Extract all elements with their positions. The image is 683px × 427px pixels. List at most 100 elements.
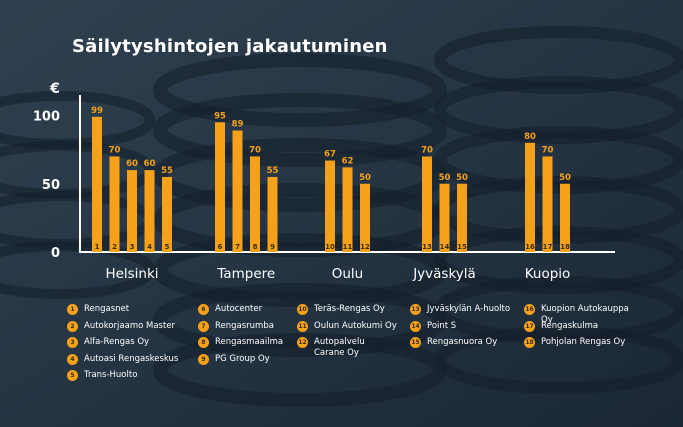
- bar-index-label: 4: [147, 243, 152, 251]
- y-tick-label: 50: [42, 178, 60, 193]
- bar: [457, 183, 467, 252]
- bar-value-label: 50: [359, 173, 371, 183]
- legend-label: Rengasnet: [84, 304, 130, 314]
- bar: [342, 167, 353, 252]
- bar-index-label: 18: [560, 243, 570, 251]
- legend-label: Alfa-Rengas Oy: [84, 337, 150, 347]
- y-axis-label: €: [49, 81, 60, 97]
- bar-value-label: 60: [144, 159, 156, 169]
- legend-label: Autokorjaamo Master: [84, 320, 176, 331]
- bar-value-label: 80: [524, 132, 536, 142]
- bar: [109, 156, 120, 252]
- legend-number-badge: 6: [198, 304, 209, 315]
- legend-number-badge: 17: [524, 320, 535, 332]
- bar: [360, 183, 370, 252]
- bar: [250, 156, 260, 252]
- legend-number-badge: 5: [67, 370, 78, 381]
- bar-value-label: 50: [456, 173, 468, 183]
- bar: [127, 170, 137, 252]
- bar-index-label: 13: [422, 243, 432, 251]
- bar: [525, 142, 535, 252]
- legend-label: Rengasmaailma: [215, 337, 284, 347]
- bar-value-label: 89: [232, 120, 244, 130]
- bar-index-label: 7: [235, 243, 240, 251]
- bar-index-label: 11: [343, 243, 353, 251]
- chart-title: Säilytyshintojen jakautuminen: [72, 36, 388, 57]
- bar-value-label: 70: [421, 145, 433, 155]
- bar-value-label: 70: [109, 145, 121, 155]
- bar: [92, 116, 102, 253]
- legend-label: Jyväskylän A-huolto: [427, 304, 511, 314]
- legend-number-badge: 10: [297, 304, 308, 315]
- legend-number-badge: 3: [67, 337, 78, 348]
- bar-value-label: 62: [342, 156, 354, 166]
- bar-index-label: 2: [112, 243, 117, 251]
- x-category-label: Jyväskylä: [412, 266, 476, 282]
- y-tick-label: 0: [51, 246, 60, 261]
- legend-number-badge: 9: [198, 353, 209, 365]
- bar-index-label: 16: [525, 243, 535, 251]
- legend-label: Teräs-Rengas Oy: [314, 304, 385, 314]
- bar-value-label: 55: [267, 166, 279, 176]
- bar-value-label: 95: [214, 111, 226, 121]
- legend-label: Autocenter: [215, 304, 263, 314]
- bar: [542, 156, 553, 252]
- bar: [422, 156, 432, 252]
- legend-label: PG Group Oy: [215, 353, 270, 364]
- legend-label: Autopalvelu Carane Oy: [314, 337, 365, 358]
- x-category-label: Oulu: [332, 266, 364, 282]
- legend-number-badge: 18: [524, 337, 535, 348]
- bar-index-label: 5: [165, 243, 170, 251]
- bar-value-label: 55: [161, 166, 173, 176]
- x-category-label: Kuopio: [525, 266, 571, 282]
- legend-number-badge: 15: [410, 337, 421, 348]
- legend-label: Autoasi Rengaskeskus: [84, 353, 179, 364]
- legend: 1 Rengasnet 2 Autokorjaamo Master 3 Alfa-Reng…: [67, 304, 667, 404]
- y-tick-label: 100: [33, 110, 60, 125]
- legend-number-badge: 16: [524, 304, 535, 315]
- legend-label: Point S: [427, 320, 457, 331]
- legend-number-badge: 4: [67, 353, 78, 365]
- bar: [232, 130, 243, 252]
- bar-index-label: 8: [253, 243, 258, 251]
- bar: [439, 183, 450, 252]
- legend-label: Rengaskulma: [541, 320, 599, 331]
- bar: [267, 176, 278, 252]
- legend-label: Rengasrumba: [215, 320, 274, 331]
- bar-index-label: 1: [95, 243, 100, 251]
- bar-value-label: 50: [559, 173, 571, 183]
- legend-label: Rengasnuora Oy: [427, 337, 498, 347]
- bar-index-label: 12: [360, 243, 370, 251]
- bar-value-label: 67: [324, 150, 336, 160]
- legend-number-badge: 14: [410, 320, 421, 332]
- bar-index-label: 15: [457, 243, 467, 251]
- legend-number-badge: 7: [198, 320, 209, 332]
- bar-index-label: 14: [440, 243, 450, 251]
- bar-index-label: 6: [218, 243, 223, 251]
- legend-number-badge: 11: [297, 320, 308, 332]
- legend-label: Trans-Huolto: [84, 370, 138, 380]
- legend-label: Kuopion Autokauppa Oy: [541, 304, 629, 325]
- legend-number-badge: 2: [67, 320, 78, 332]
- bar-value-label: 99: [91, 106, 103, 116]
- legend-number-badge: 8: [198, 337, 209, 348]
- bar-value-label: 70: [542, 145, 554, 155]
- bar: [215, 122, 225, 252]
- x-category-label: Helsinki: [105, 266, 158, 282]
- legend-number-badge: 12: [297, 337, 308, 348]
- legend-number-badge: 13: [410, 304, 421, 315]
- bar-index-label: 9: [270, 243, 275, 251]
- bar-index-label: 10: [325, 243, 335, 251]
- bar-value-label: 50: [439, 173, 451, 183]
- bar: [162, 176, 172, 252]
- bar-value-label: 60: [126, 159, 138, 169]
- bar-index-label: 17: [543, 243, 553, 251]
- bar: [560, 183, 570, 252]
- bar-index-label: 3: [130, 243, 135, 251]
- legend-label: Oulun Autokumi Oy: [314, 320, 397, 331]
- legend-number-badge: 1: [67, 304, 78, 315]
- bar-value-label: 70: [249, 145, 261, 155]
- legend-label: Pohjolan Rengas Oy: [541, 337, 626, 347]
- bar: [325, 160, 335, 252]
